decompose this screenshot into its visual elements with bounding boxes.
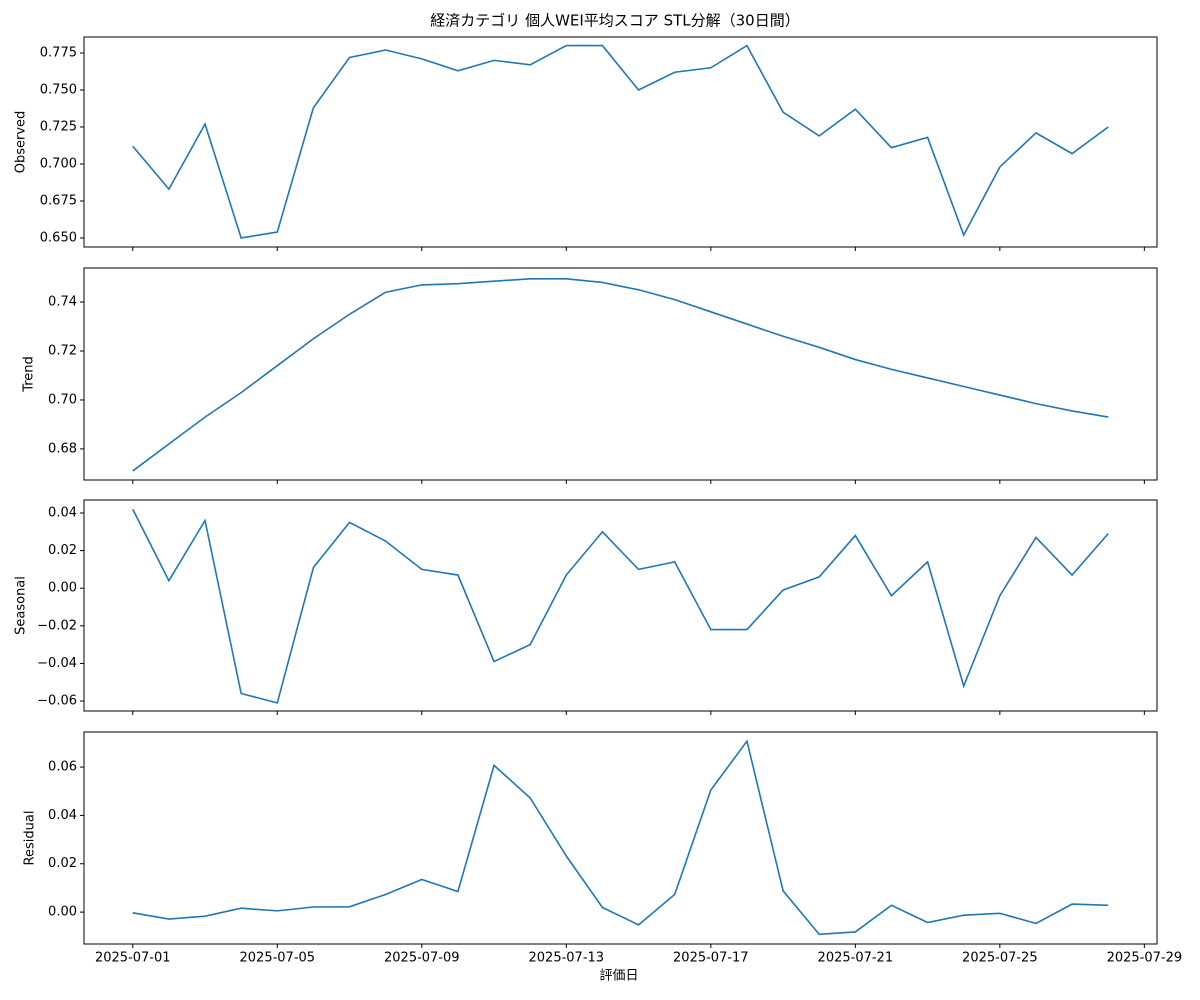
y-tick-label: 0.02	[48, 543, 77, 558]
data-line	[132, 277, 1109, 472]
plot-frame	[83, 731, 1158, 945]
y-tick-label: 0.72	[48, 343, 77, 358]
y-tick-label: 0.06	[48, 760, 77, 775]
x-tick-label: 2025-07-13	[529, 951, 605, 966]
x-tick-label: 2025-07-21	[818, 951, 894, 966]
plot-frame	[83, 36, 1158, 248]
x-tick-label: 2025-07-25	[962, 951, 1038, 966]
y-axis-label: Trend	[22, 356, 37, 393]
y-tick-label: 0.700	[40, 156, 77, 171]
data-line	[132, 739, 1109, 936]
y-tick-label: −0.02	[37, 618, 77, 633]
y-axis-label: Seasonal	[14, 576, 29, 635]
y-tick-label: −0.06	[37, 694, 77, 709]
y-axis-label: Observed	[14, 111, 29, 174]
x-tick-label: 2025-07-01	[95, 951, 171, 966]
y-tick-label: 0.70	[48, 392, 77, 407]
plot-frame	[83, 499, 1158, 712]
x-tick-label: 2025-07-05	[240, 951, 316, 966]
y-tick-label: 0.04	[48, 505, 77, 520]
y-tick-label: 0.775	[40, 45, 77, 60]
x-tick-label: 2025-07-29	[1107, 951, 1183, 966]
x-tick-label: 2025-07-09	[384, 951, 460, 966]
y-tick-label: 0.675	[40, 193, 77, 208]
y-tick-label: −0.04	[37, 656, 77, 671]
y-tick-label: 0.74	[48, 295, 77, 310]
data-line	[132, 44, 1109, 239]
x-axis-label: 評価日	[599, 969, 638, 984]
y-axis-label: Residual	[23, 811, 38, 866]
y-tick-label: 0.725	[40, 119, 77, 134]
y-tick-label: 0.650	[40, 230, 77, 245]
y-tick-label: 0.00	[48, 905, 77, 920]
chart-title: 経済カテゴリ 個人WEI平均スコア STL分解（30日間）	[430, 12, 799, 30]
data-line	[132, 508, 1109, 704]
y-tick-label: 0.02	[48, 856, 77, 871]
x-tick-label: 2025-07-17	[673, 951, 749, 966]
y-tick-label: 0.00	[48, 581, 77, 596]
y-tick-label: 0.68	[48, 441, 77, 456]
y-tick-label: 0.750	[40, 82, 77, 97]
y-tick-label: 0.04	[48, 808, 77, 823]
plot-frame	[83, 267, 1158, 481]
